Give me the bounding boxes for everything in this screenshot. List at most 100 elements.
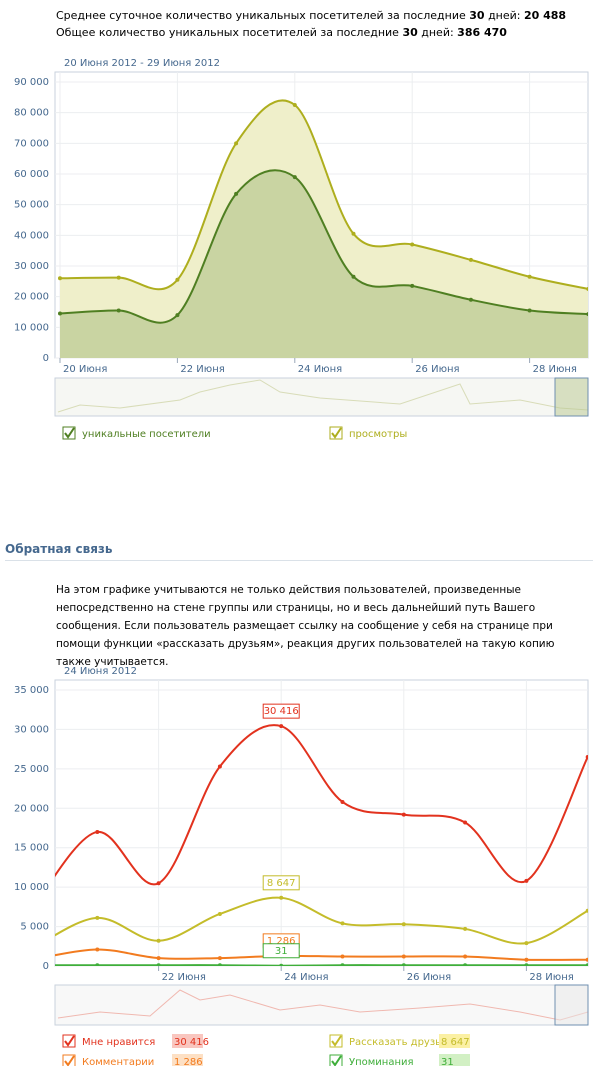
point [463, 954, 468, 959]
value-label-box [262, 703, 300, 719]
point [586, 312, 588, 317]
point [401, 963, 406, 966]
y-tick-label: 10 000 [14, 882, 49, 893]
line [59, 169, 588, 324]
x-tick-label: 24 Июня [298, 364, 342, 375]
y-tick-label: 80 000 [14, 108, 49, 119]
point [156, 938, 161, 943]
point [34, 901, 38, 905]
point [340, 954, 345, 959]
point [527, 274, 532, 279]
value-label-box [262, 875, 300, 891]
legend-check [64, 427, 75, 439]
x-tick-label: 24 Июня [284, 972, 328, 983]
point [175, 313, 180, 318]
x-tick-label: 28 Июня [533, 364, 577, 375]
point [234, 191, 239, 196]
legend-value: 30 416 [174, 1037, 209, 1048]
y-tick-label: 60 000 [14, 169, 49, 180]
overview-window[interactable] [554, 377, 589, 417]
overview [54, 377, 589, 417]
legend-check [331, 427, 342, 439]
x-tick-label: 22 Июня [180, 364, 224, 375]
stat-days: 30 [469, 9, 485, 22]
legend-value-box [172, 1054, 203, 1066]
point [34, 944, 38, 948]
y-tick-label: 50 000 [14, 200, 49, 211]
point [95, 829, 100, 834]
point [586, 287, 588, 291]
point [217, 963, 222, 966]
legend-label: просмотры [349, 429, 407, 440]
legend-label: Рассказать друзьям [349, 1037, 455, 1048]
value-label-box [262, 943, 300, 959]
point [156, 956, 161, 961]
overview-window[interactable] [554, 984, 589, 1026]
legend-checkbox[interactable] [62, 1054, 76, 1066]
point [34, 957, 38, 961]
point [340, 799, 345, 804]
x-tick-label: 26 Июня [415, 364, 459, 375]
stat-line: Общее количество уникальных посетителей … [56, 26, 507, 39]
point [585, 957, 588, 962]
legend-value-box [439, 1054, 470, 1066]
plot-area [54, 679, 589, 967]
stat-days: 30 [402, 26, 418, 39]
section-title: Обратная связь [5, 542, 593, 561]
point [292, 103, 297, 107]
point [524, 963, 529, 966]
y-tick-label: 20 000 [14, 292, 49, 303]
point [34, 963, 38, 967]
line [55, 896, 588, 945]
legend-check [64, 1055, 75, 1066]
stat-unit: дней: [488, 9, 521, 22]
point [279, 963, 284, 966]
x-tick-label: 26 Июня [407, 972, 451, 983]
value-label: 31 [275, 946, 288, 957]
line [55, 948, 588, 961]
point [585, 963, 588, 966]
y-tick-label: 0 [43, 353, 49, 364]
y-tick-label: 30 000 [14, 261, 49, 272]
legend-check [331, 1035, 342, 1047]
point [95, 963, 100, 966]
point [58, 276, 62, 281]
y-tick-label: 15 000 [14, 843, 49, 854]
x-tick-label: 22 Июня [162, 972, 206, 983]
legend-value: 8 647 [441, 1037, 470, 1048]
value-label: 1 286 [267, 936, 296, 947]
legend-checkbox[interactable] [329, 1054, 343, 1066]
point [234, 141, 239, 146]
point [292, 175, 297, 180]
section-text: На этом графике учитываются не только де… [56, 584, 555, 668]
legend-value-box [172, 1034, 203, 1048]
point [463, 963, 468, 966]
point [401, 954, 406, 959]
y-tick-label: 10 000 [14, 322, 49, 333]
point [401, 812, 406, 817]
stat-label: Общее количество уникальных посетителей … [56, 26, 399, 39]
legend-check [331, 1055, 342, 1066]
point [410, 242, 415, 247]
x-tick-label: 20 Июня [63, 364, 107, 375]
point [524, 878, 529, 883]
point [217, 956, 222, 961]
point [410, 283, 415, 288]
line [59, 99, 588, 291]
y-tick-label: 5 000 [20, 922, 49, 933]
legend-label: Мне нравится [82, 1037, 155, 1048]
legend-value-box [439, 1034, 470, 1048]
point [527, 308, 532, 313]
point [217, 764, 222, 769]
value-label: 30 416 [264, 706, 299, 717]
point [116, 308, 121, 313]
y-tick-label: 30 000 [14, 724, 49, 735]
line [55, 724, 588, 886]
point [279, 724, 284, 729]
stat-value: 386 470 [457, 26, 507, 39]
legend-value: 1 286 [174, 1057, 203, 1066]
y-tick-label: 90 000 [14, 77, 49, 88]
stat-label: Среднее суточное количество уникальных п… [56, 9, 466, 22]
point [463, 926, 468, 931]
